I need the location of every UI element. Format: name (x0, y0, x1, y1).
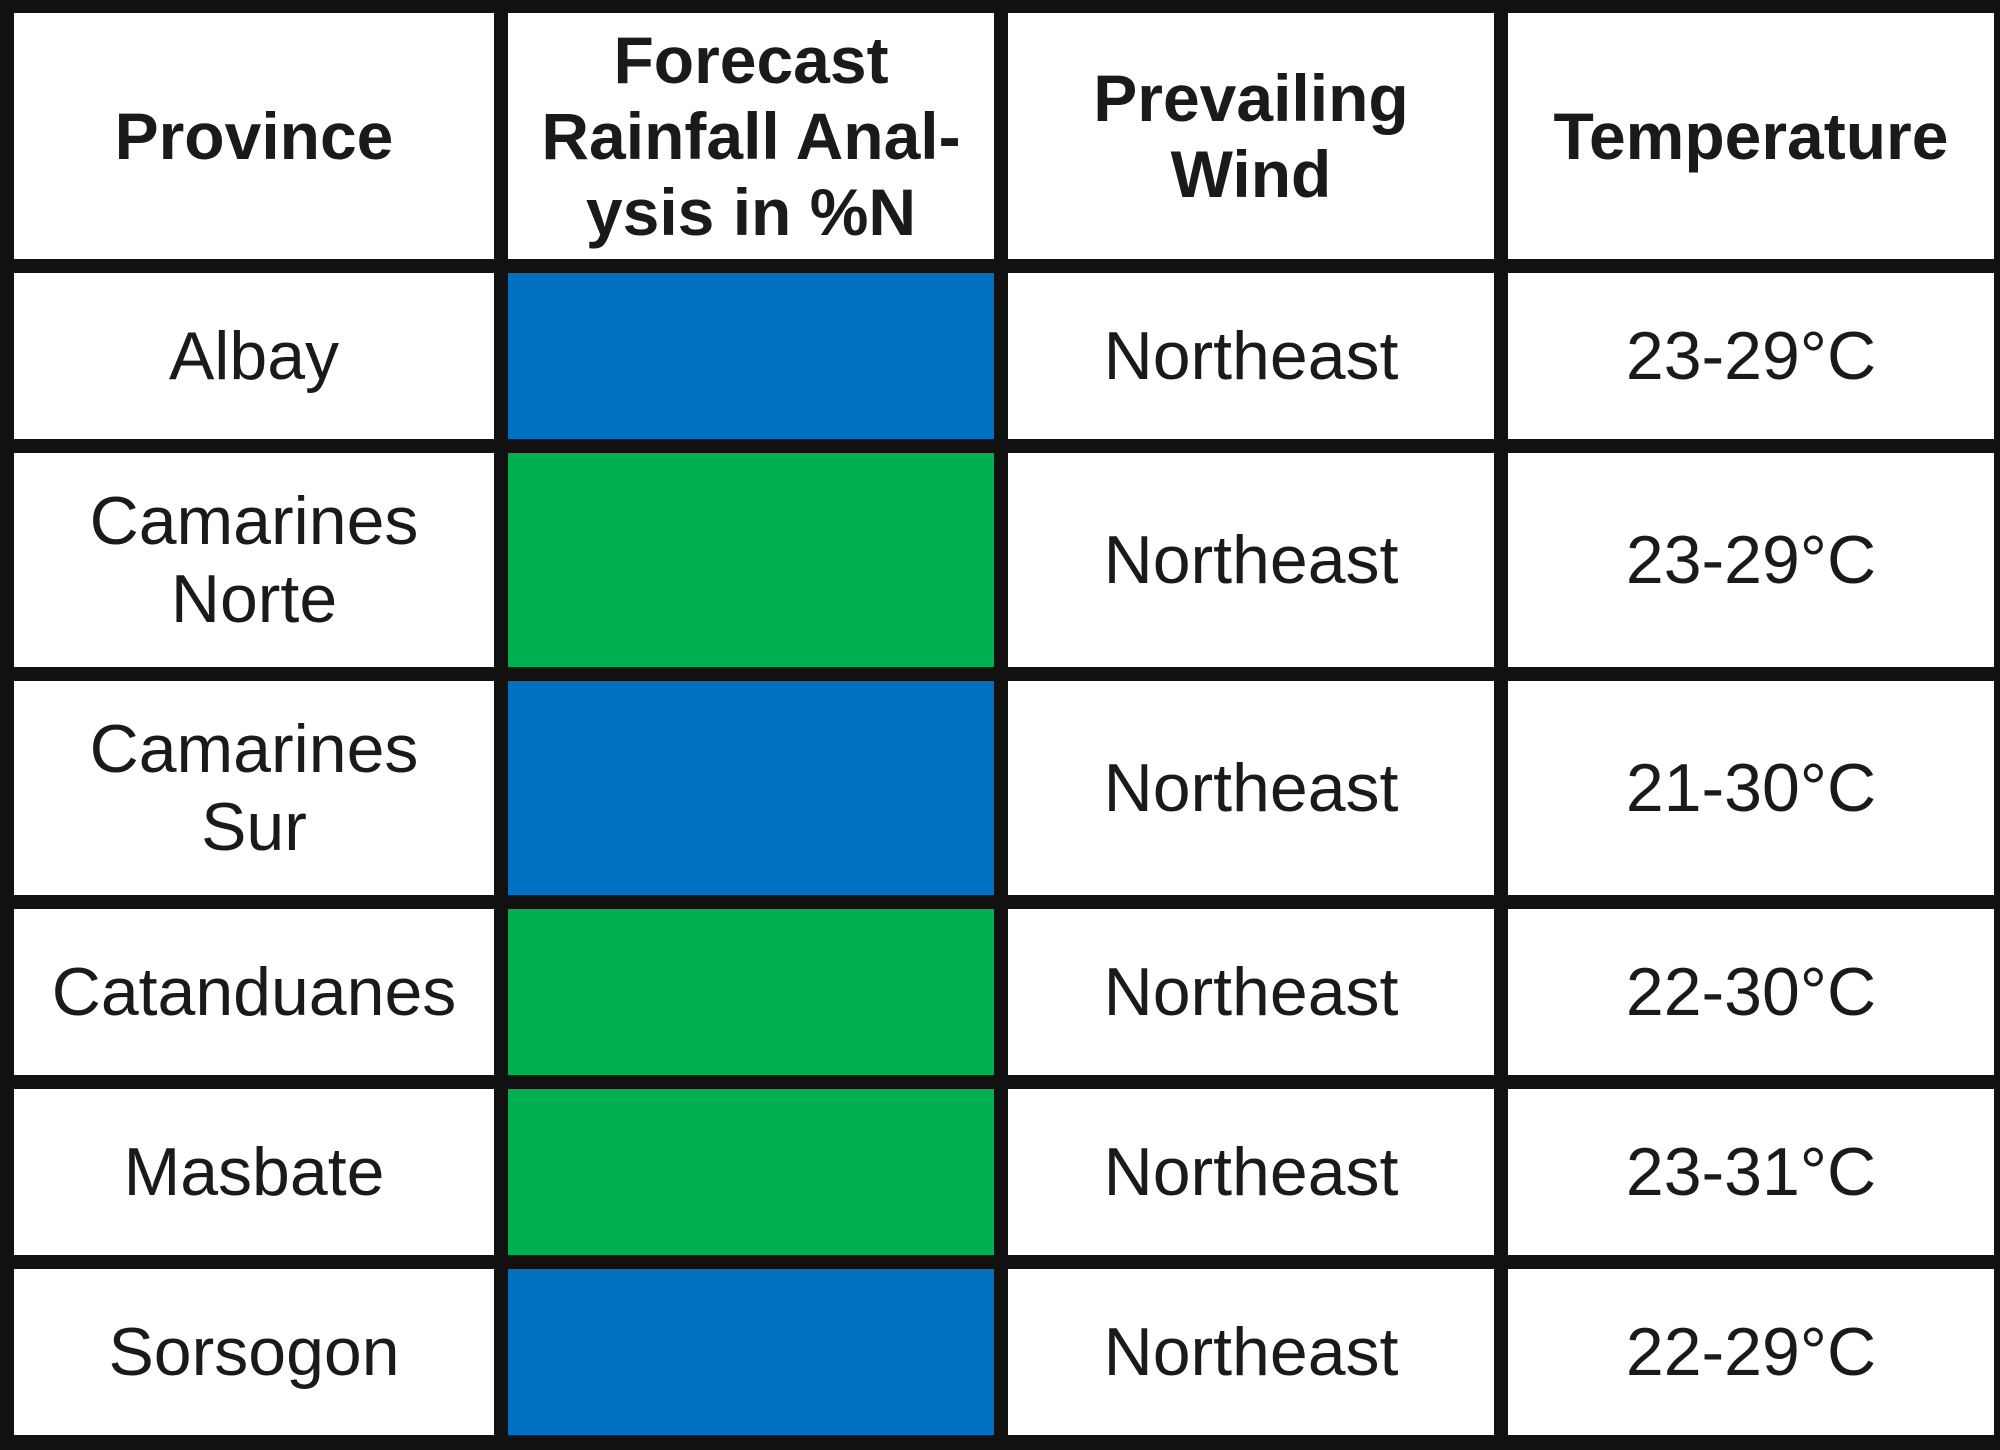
rainfall-swatch (508, 680, 994, 895)
header-temperature: Temperature (1508, 13, 1994, 259)
table-row: Masbate Northeast 23-31°C (14, 1088, 1994, 1255)
header-rainfall: Forecast Rainfall Anal- ysis in %N (508, 13, 994, 259)
rainfall-swatch (508, 453, 994, 667)
header-province: Province (14, 13, 494, 259)
wind-cell: Northeast (1008, 908, 1494, 1075)
province-cell: Sorsogon (14, 1268, 494, 1435)
temperature-cell: 23-29°C (1508, 273, 1994, 440)
table-row: Sorsogon Northeast 22-29°C (14, 1268, 1994, 1435)
table-row: Camarines Sur Northeast 21-30°C (14, 680, 1994, 895)
header-wind: Prevailing Wind (1008, 13, 1494, 259)
wind-cell: Northeast (1008, 680, 1494, 895)
province-cell: Masbate (14, 1088, 494, 1255)
rainfall-swatch (508, 1268, 994, 1435)
wind-cell: Northeast (1008, 273, 1494, 440)
temperature-cell: 23-31°C (1508, 1088, 1994, 1255)
province-cell: Camarines Norte (14, 453, 494, 667)
wind-cell: Northeast (1008, 453, 1494, 667)
rainfall-swatch (508, 273, 994, 440)
table-row: Catanduanes Northeast 22-30°C (14, 908, 1994, 1075)
temperature-cell: 22-30°C (1508, 908, 1994, 1075)
table-row: Albay Northeast 23-29°C (14, 273, 1994, 440)
wind-cell: Northeast (1008, 1088, 1494, 1255)
province-cell: Catanduanes (14, 908, 494, 1075)
temperature-cell: 22-29°C (1508, 1268, 1994, 1435)
header-row: Province Forecast Rainfall Anal- ysis in… (14, 13, 1994, 259)
table-row: Camarines Norte Northeast 23-29°C (14, 453, 1994, 667)
rainfall-swatch (508, 1088, 994, 1255)
rainfall-swatch (508, 908, 994, 1075)
province-cell: Camarines Sur (14, 680, 494, 895)
temperature-cell: 23-29°C (1508, 453, 1994, 667)
wind-cell: Northeast (1008, 1268, 1494, 1435)
province-cell: Albay (14, 273, 494, 440)
temperature-cell: 21-30°C (1508, 680, 1994, 895)
